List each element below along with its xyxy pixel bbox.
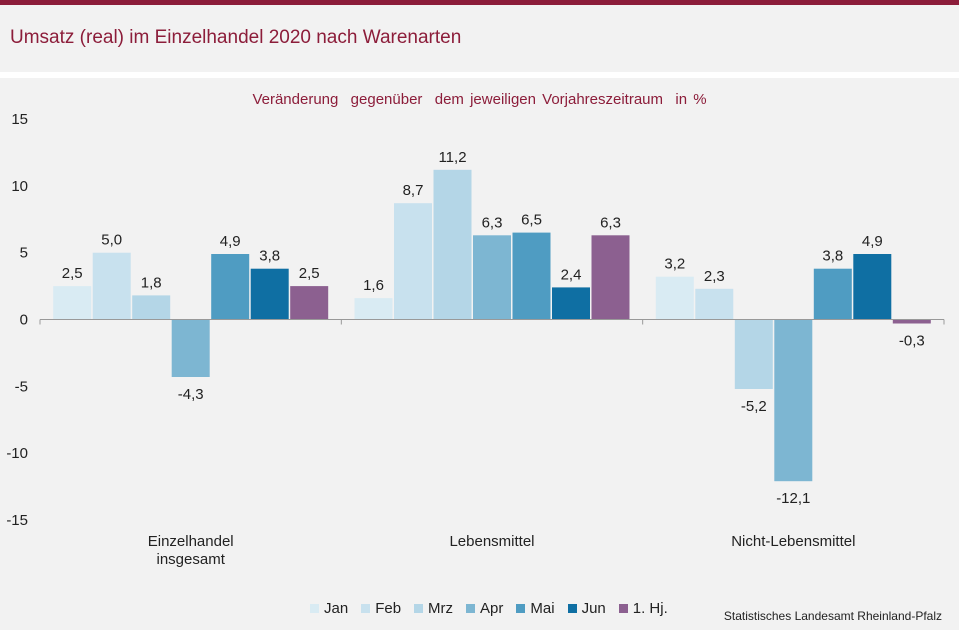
bar-jan (53, 286, 92, 320)
bar-feb (92, 252, 131, 320)
data-label: -4,3 (178, 386, 204, 403)
data-label: 8,7 (403, 182, 424, 199)
legend-item: Jun (567, 599, 606, 617)
legend-swatch (361, 603, 371, 613)
legend-swatch (466, 603, 476, 613)
chart-subtitle: Veränderung gegenüber dem jeweiligen Vor… (252, 91, 707, 108)
category-label: Einzelhandel (148, 533, 234, 550)
data-label: 1,6 (363, 277, 384, 294)
bar-jun (853, 254, 892, 320)
y-tick-label: 0 (20, 312, 28, 329)
bar-jun (250, 268, 289, 320)
legend-label: Feb (375, 599, 402, 617)
bar-1hj (591, 235, 630, 320)
bar-apr (171, 319, 210, 377)
bar-mai (512, 232, 551, 320)
bar-jan (354, 298, 393, 320)
data-label: -0,3 (899, 333, 925, 350)
bar-jun (552, 287, 590, 320)
data-label: 5,0 (101, 232, 122, 249)
category-label: Nicht-Lebensmittel (731, 533, 855, 550)
bar-apr (774, 319, 813, 482)
bar-apr (473, 235, 511, 320)
y-tick-label: -15 (6, 512, 28, 529)
bar-mai (813, 268, 852, 320)
data-label: -5,2 (741, 398, 767, 415)
source-note: Statistisches Landesamt Rheinland-Pfalz (723, 609, 942, 623)
header: Umsatz (real) im Einzelhandel 2020 nach … (0, 5, 959, 72)
data-label: 6,5 (521, 212, 542, 229)
top-accent-bar (0, 0, 959, 5)
page-title: Umsatz (real) im Einzelhandel 2020 nach … (10, 27, 462, 48)
legend-swatch (414, 603, 424, 613)
data-label: 6,3 (600, 214, 621, 231)
bar-mai (211, 254, 250, 320)
y-tick-label: -10 (6, 445, 28, 462)
data-label: 2,5 (62, 265, 83, 282)
legend-swatch (618, 603, 628, 613)
data-label: 2,4 (561, 266, 582, 283)
legend-item: Jan (310, 600, 348, 617)
bar-feb (394, 203, 432, 320)
bar-mrz (734, 319, 773, 389)
legend-swatch (310, 603, 319, 613)
legend-swatch (567, 603, 577, 613)
legend-item: Mrz (414, 600, 453, 617)
data-label: -12,1 (776, 490, 810, 507)
data-label: 3,8 (259, 248, 280, 265)
legend-item: Mai (516, 599, 555, 617)
legend-item: Feb (361, 600, 401, 617)
chart-legend: Jan Feb Mrz Apr Mai Jun 1. Hj. (310, 598, 681, 618)
category-label: insgesamt (157, 551, 226, 568)
legend-label: Jan (324, 599, 349, 617)
legend-label: 1. Hj. (632, 599, 668, 617)
y-tick-label: -5 (15, 378, 28, 395)
data-label: 3,8 (822, 248, 843, 265)
legend-item: Apr (466, 600, 503, 617)
data-label: 1,8 (141, 274, 162, 291)
legend-label: Apr (480, 599, 504, 617)
bar-1hj (892, 319, 931, 324)
bar-1hj (290, 286, 329, 320)
bar-feb (695, 288, 734, 320)
legend-label: Mai (530, 599, 555, 617)
legend-item: 1. Hj. (618, 599, 668, 617)
legend-label: Mrz (428, 599, 454, 617)
data-label: 2,5 (299, 265, 320, 282)
data-label: 6,3 (482, 214, 503, 231)
header-separator (0, 72, 959, 78)
data-label: 2,3 (704, 268, 725, 285)
data-label: 11,2 (438, 149, 466, 166)
y-tick-label: 5 (20, 245, 28, 262)
bar-mrz (132, 295, 171, 320)
legend-label: Jun (581, 599, 606, 617)
legend-swatch (516, 603, 526, 613)
data-label: 4,9 (862, 233, 883, 250)
bar-jan (655, 276, 694, 320)
bar-mrz (433, 169, 472, 320)
data-label: 4,9 (220, 233, 241, 250)
category-label: Lebensmittel (449, 533, 534, 550)
y-tick-label: 10 (11, 178, 28, 195)
data-label: 3,2 (664, 256, 685, 273)
y-tick-label: 15 (11, 111, 28, 128)
